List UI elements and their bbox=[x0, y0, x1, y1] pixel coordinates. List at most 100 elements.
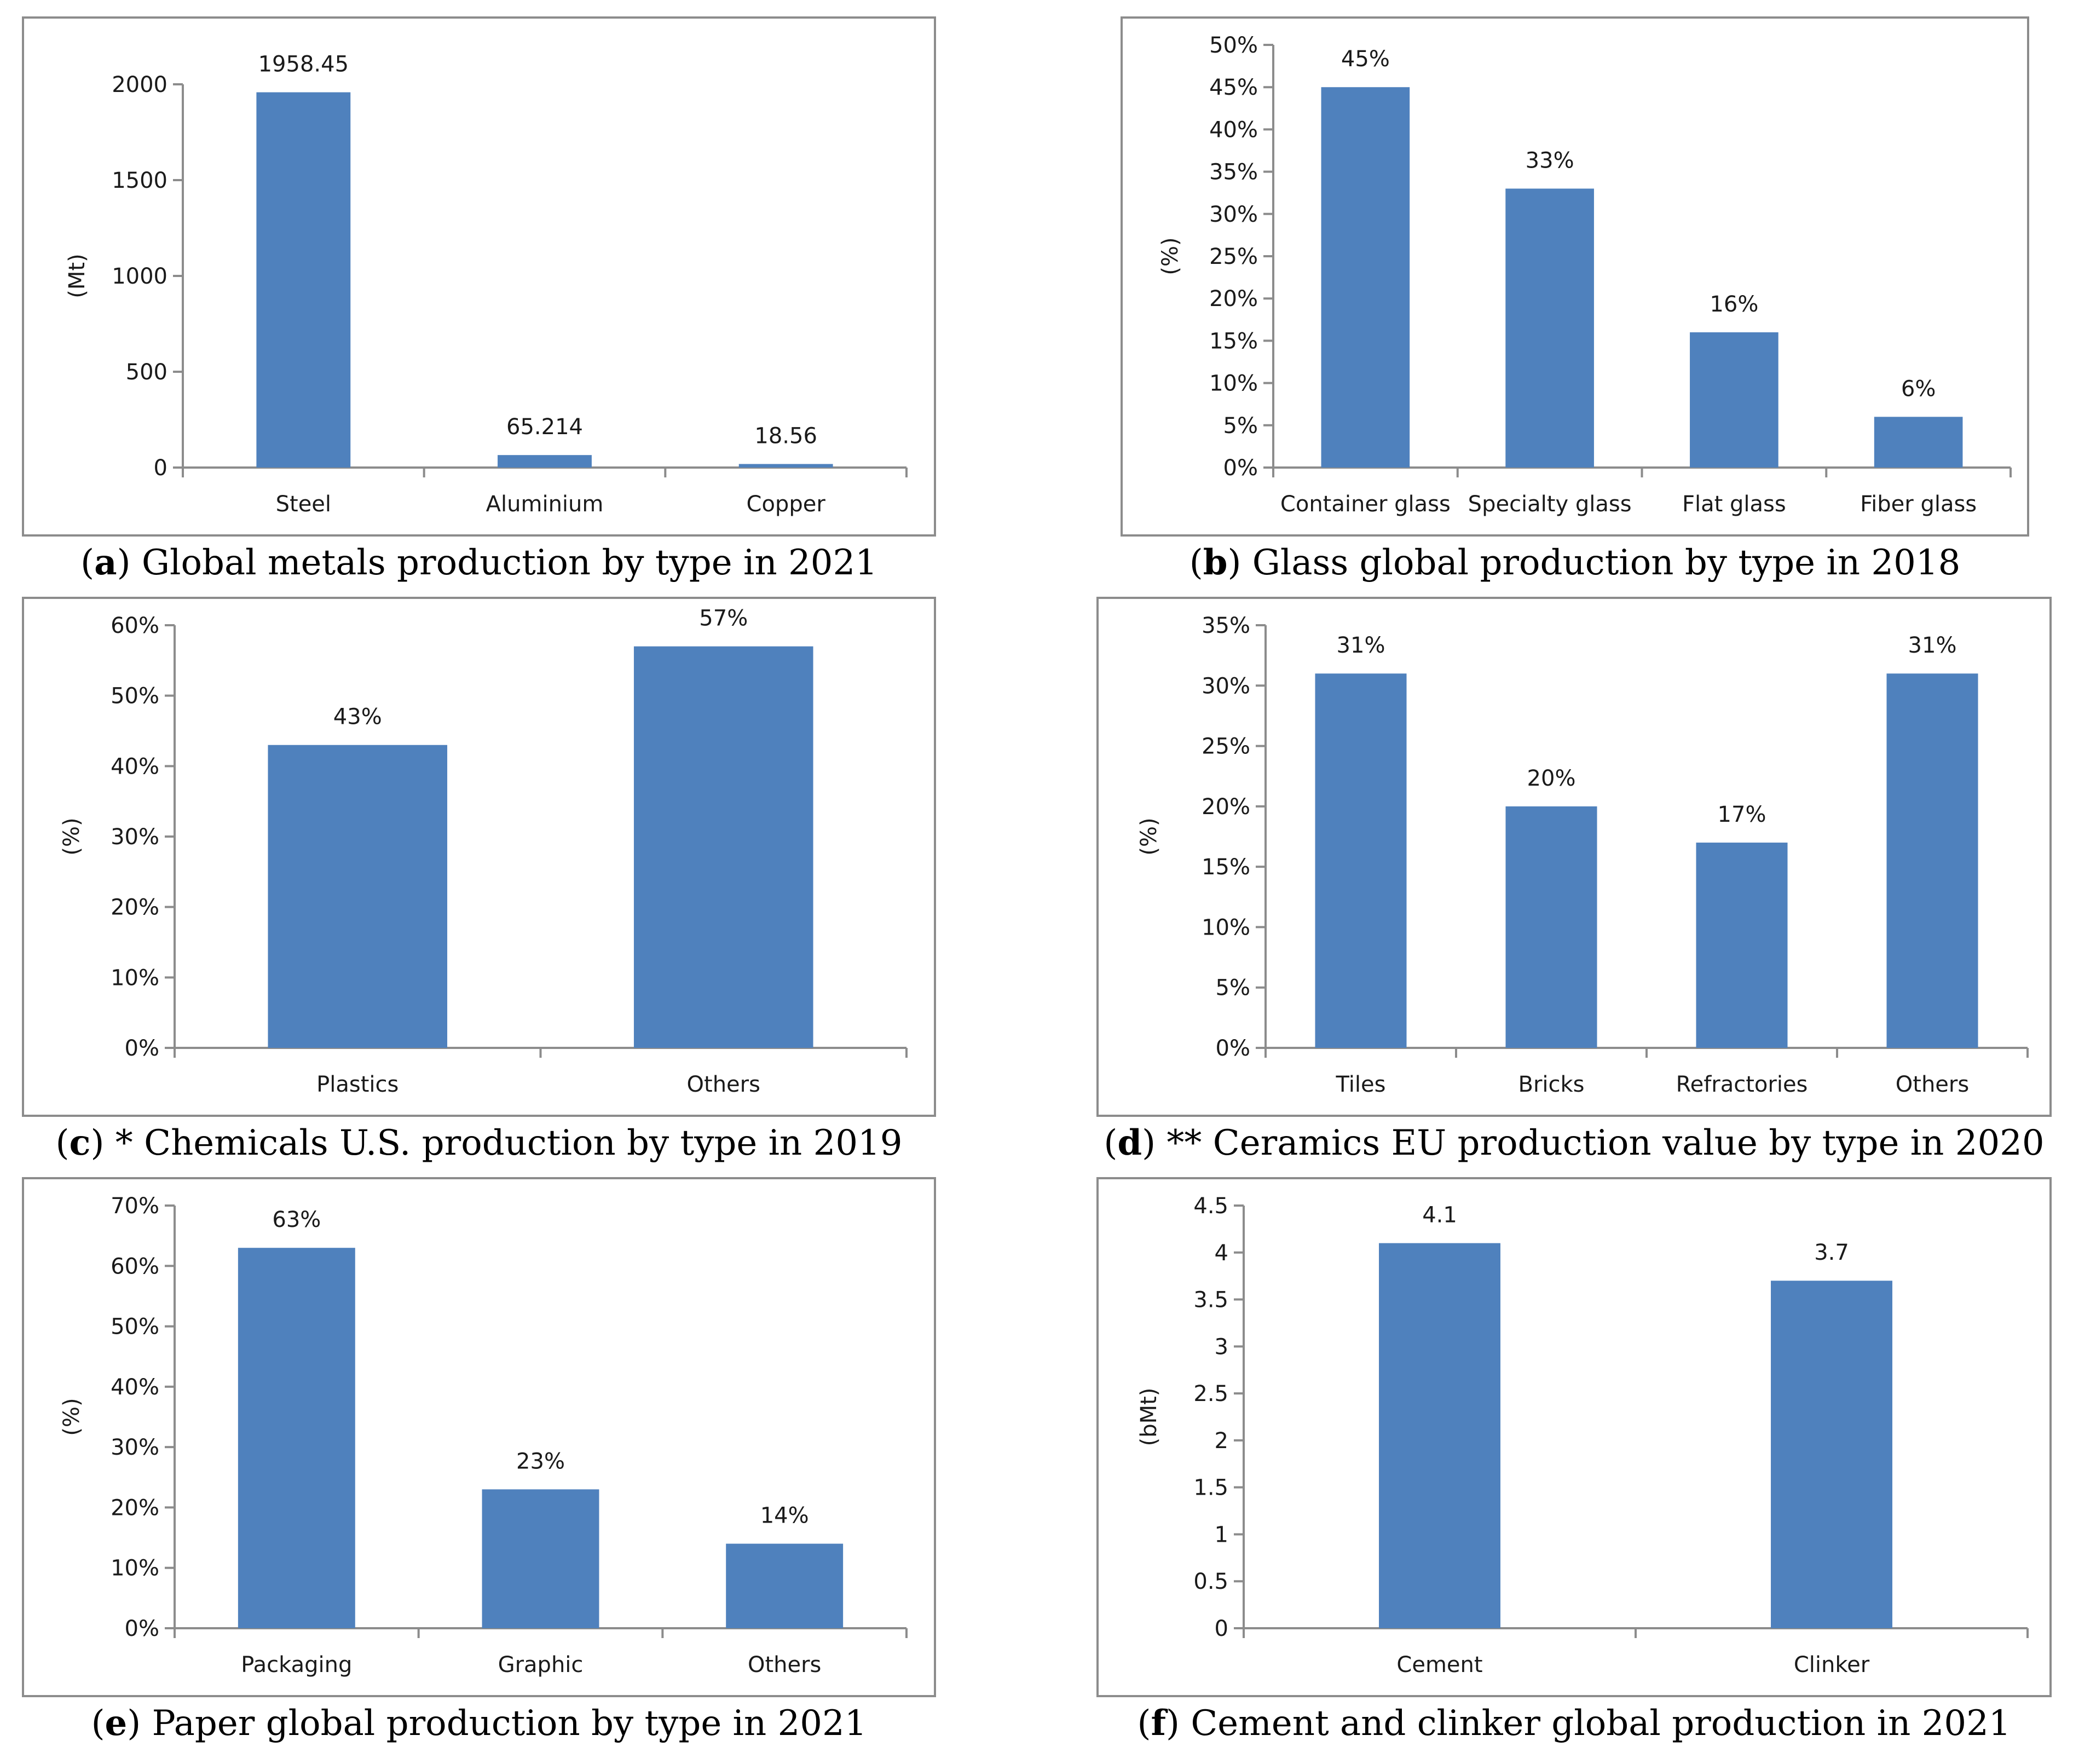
data-label: 18.56 bbox=[754, 424, 817, 449]
data-label: 17% bbox=[1718, 802, 1766, 827]
y-tick-label: 15% bbox=[1209, 328, 1258, 354]
y-tick-label: 1.5 bbox=[1193, 1475, 1228, 1501]
y-tick-label: 40% bbox=[111, 1375, 159, 1400]
y-axis-title: (%) bbox=[1136, 817, 1162, 855]
chart-panel-c: 0% 10% 20% 30% 40% 50% 60% 43% Plastics 57% Others… bbox=[22, 597, 936, 1177]
y-axis-title: (%) bbox=[59, 817, 84, 855]
y-tick-label: 0 bbox=[1215, 1616, 1228, 1641]
bar-chart-a: 0 500 1000 1500 2000 1958.45 Steel 65.214 Alumin… bbox=[65, 52, 908, 517]
data-label: 45% bbox=[1341, 47, 1390, 72]
bar-refractories bbox=[1696, 843, 1788, 1048]
y-tick-label: 15% bbox=[1202, 855, 1250, 880]
y-tick-label: 30% bbox=[111, 1435, 159, 1460]
y-tick-label: 2 bbox=[1215, 1428, 1228, 1454]
y-tick-label: 0% bbox=[1223, 456, 1258, 481]
category-label: Flat glass bbox=[1682, 492, 1786, 517]
category-label: Aluminium bbox=[486, 492, 604, 517]
data-label: 33% bbox=[1526, 148, 1574, 173]
bar-chart-c: 0% 10% 20% 30% 40% 50% 60% 43% Plastics 57% Others… bbox=[59, 606, 908, 1097]
y-tick-label: 1000 bbox=[112, 264, 168, 289]
y-tick-label: 50% bbox=[111, 1315, 159, 1340]
y-tick-label: 0 bbox=[154, 456, 168, 481]
y-tick-label: 1 bbox=[1215, 1522, 1228, 1547]
caption-d: (d) ** Ceramics EU production value by t… bbox=[1104, 1122, 2045, 1163]
y-axis-title: (%) bbox=[59, 1398, 84, 1436]
category-label: Others bbox=[687, 1072, 760, 1097]
caption-e: (e) Paper global production by type in 2… bbox=[91, 1703, 867, 1744]
data-label: 16% bbox=[1710, 292, 1758, 317]
y-tick-label: 35% bbox=[1209, 160, 1258, 185]
y-tick-label: 30% bbox=[111, 825, 159, 850]
category-label: Cement bbox=[1396, 1652, 1482, 1677]
chart-panel-f: 0 0.5 1 1.5 2 2.5 3 3.5 4 4.5 4.1 Cement 3.7 Clinker (… bbox=[1096, 1177, 2052, 1764]
data-label: 4.1 bbox=[1422, 1203, 1457, 1228]
y-tick-label: 20% bbox=[111, 1495, 159, 1520]
y-tick-label: 0% bbox=[1216, 1036, 1250, 1061]
chart-frame-c: 0% 10% 20% 30% 40% 50% 60% 43% Plastics 57% Others… bbox=[22, 597, 936, 1117]
y-tick-label: 500 bbox=[126, 360, 168, 385]
y-tick-label: 20% bbox=[1202, 794, 1250, 820]
bar-others bbox=[726, 1543, 844, 1628]
chart-panel-b: 0% 5% 10% 15% 20% 25% 30% 35% 40% 45% 50% 45% Contai… bbox=[1121, 16, 2029, 602]
y-tick-label: 5% bbox=[1223, 413, 1258, 439]
y-tick-label: 2.5 bbox=[1193, 1381, 1228, 1406]
category-label: Refractories bbox=[1676, 1072, 1808, 1097]
data-label: 6% bbox=[1901, 376, 1936, 401]
category-label: Copper bbox=[747, 492, 826, 517]
y-tick-label: 4 bbox=[1215, 1241, 1228, 1266]
y-tick-label: 40% bbox=[111, 754, 159, 779]
y-tick-label: 45% bbox=[1209, 75, 1258, 100]
category-label: Graphic bbox=[498, 1652, 584, 1677]
data-label: 43% bbox=[333, 705, 382, 730]
caption-f: (f) Cement and clinker global production… bbox=[1137, 1703, 2011, 1744]
y-tick-label: 60% bbox=[111, 1254, 159, 1279]
y-tick-label: 0% bbox=[125, 1036, 159, 1061]
category-label: Container glass bbox=[1280, 492, 1451, 517]
y-tick-label: 4.5 bbox=[1193, 1194, 1228, 1219]
y-tick-label: 0.5 bbox=[1193, 1569, 1228, 1594]
y-tick-label: 60% bbox=[111, 613, 159, 638]
y-tick-label: 40% bbox=[1209, 117, 1258, 142]
bar-cement bbox=[1379, 1243, 1500, 1628]
y-tick-label: 30% bbox=[1209, 202, 1258, 227]
bar-aluminium bbox=[498, 455, 592, 468]
bar-steel bbox=[256, 92, 351, 468]
chart-frame-e: 0% 10% 20% 30% 40% 50% 60% 70% 63% Packaging 23% Gr… bbox=[22, 1177, 936, 1697]
y-tick-label: 10% bbox=[1209, 371, 1258, 396]
data-label: 31% bbox=[1337, 633, 1385, 658]
y-tick-label: 0% bbox=[125, 1616, 159, 1641]
chart-panel-e: 0% 10% 20% 30% 40% 50% 60% 70% 63% Packaging 23% Gr… bbox=[22, 1177, 936, 1764]
bar-chart-f: 0 0.5 1 1.5 2 2.5 3 3.5 4 4.5 4.1 Cement 3.7 Clinker (… bbox=[1136, 1194, 2029, 1677]
data-label: 20% bbox=[1527, 766, 1576, 791]
y-tick-label: 3.5 bbox=[1193, 1288, 1228, 1313]
data-label: 65.214 bbox=[506, 414, 583, 440]
chart-frame-a: 0 500 1000 1500 2000 1958.45 Steel 65.214 Alumin… bbox=[22, 16, 936, 537]
category-label: Packaging bbox=[241, 1652, 352, 1677]
data-label: 23% bbox=[516, 1449, 565, 1474]
data-label: 3.7 bbox=[1814, 1240, 1849, 1265]
y-tick-label: 20% bbox=[1209, 286, 1258, 312]
y-axis-title: (Mt) bbox=[65, 253, 90, 298]
bar-fiber-glass bbox=[1874, 417, 1963, 468]
category-label: Steel bbox=[276, 492, 331, 517]
caption-c: (c) * Chemicals U.S. production by type … bbox=[55, 1122, 903, 1163]
caption-a: (a) Global metals production by type in … bbox=[80, 542, 877, 583]
category-label: Bricks bbox=[1518, 1072, 1585, 1097]
bar-chart-e: 0% 10% 20% 30% 40% 50% 60% 70% 63% Packaging 23% Gr… bbox=[59, 1194, 908, 1677]
y-tick-label: 50% bbox=[1209, 33, 1258, 58]
y-tick-label: 20% bbox=[111, 895, 159, 920]
y-tick-label: 10% bbox=[111, 965, 159, 990]
chart-frame-d: 0% 5% 10% 15% 20% 25% 30% 35% 31% Tiles 20% Bricks 1… bbox=[1096, 597, 2052, 1117]
category-label: Plastics bbox=[316, 1072, 399, 1097]
category-label: Others bbox=[1896, 1072, 1969, 1097]
y-tick-label: 25% bbox=[1202, 734, 1250, 759]
bar-chart-b: 0% 5% 10% 15% 20% 25% 30% 35% 40% 45% 50% 45% Contai… bbox=[1158, 33, 2012, 517]
y-tick-label: 10% bbox=[1202, 915, 1250, 940]
y-tick-label: 50% bbox=[111, 684, 159, 709]
y-tick-label: 30% bbox=[1202, 673, 1250, 699]
chart-frame-f: 0 0.5 1 1.5 2 2.5 3 3.5 4 4.5 4.1 Cement 3.7 Clinker (… bbox=[1096, 1177, 2052, 1697]
bar-others bbox=[1886, 673, 1978, 1048]
bar-flat-glass bbox=[1690, 332, 1778, 468]
data-label: 63% bbox=[272, 1207, 321, 1232]
bar-copper bbox=[738, 464, 833, 468]
